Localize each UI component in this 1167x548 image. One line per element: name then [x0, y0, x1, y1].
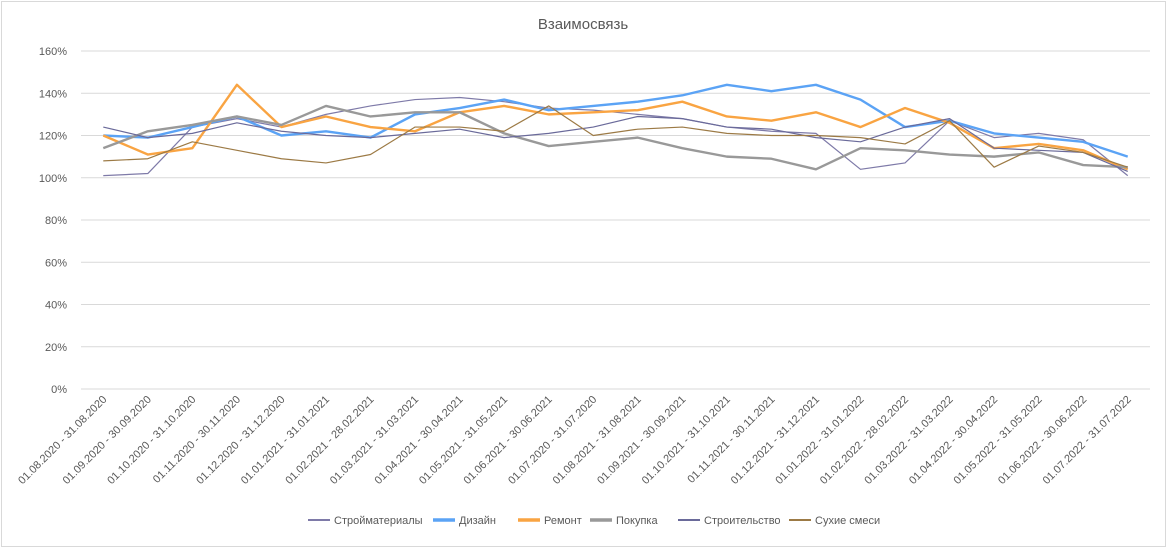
legend-label: Сухие смеси	[815, 515, 880, 527]
y-tick-label: 0%	[51, 384, 67, 396]
y-tick-label: 100%	[39, 173, 67, 185]
y-tick-label: 60%	[45, 257, 67, 269]
series-line-Покупка	[102, 104, 1128, 171]
chart-title: Взаимосвязь	[538, 16, 629, 33]
legend-label: Дизайн	[459, 515, 496, 527]
series-line-Сухие смеси	[103, 105, 1128, 168]
y-tick-label: 40%	[45, 300, 67, 312]
series-line-Строительство	[103, 115, 1128, 172]
y-tick-label: 80%	[45, 215, 67, 227]
y-tick-label: 160%	[39, 46, 67, 58]
y-tick-label: 20%	[45, 342, 67, 354]
legend-label: Покупка	[616, 515, 658, 527]
y-tick-label: 120%	[39, 131, 67, 143]
legend-label: Ремонт	[544, 515, 582, 527]
y-tick-label: 140%	[39, 88, 67, 100]
legend-label: Стройматериалы	[334, 515, 423, 527]
legend-label: Строительство	[704, 515, 781, 527]
series-line-Ремонт	[102, 83, 1129, 171]
